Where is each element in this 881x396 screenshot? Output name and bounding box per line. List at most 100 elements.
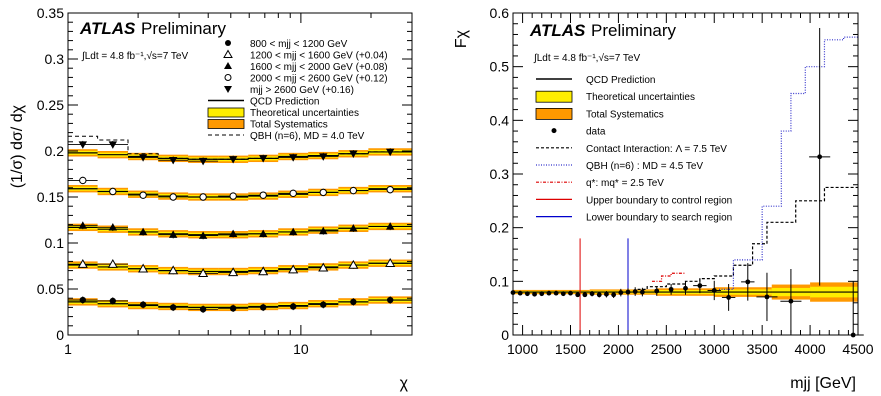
right-x-axis-title: mjj [GeV] bbox=[790, 375, 856, 392]
data-point bbox=[78, 141, 88, 149]
data-point bbox=[289, 303, 297, 310]
data-point bbox=[168, 157, 178, 165]
data-point bbox=[199, 193, 207, 201]
data-point bbox=[259, 191, 267, 199]
data-point bbox=[320, 301, 327, 308]
y-tick-label: 0.25 bbox=[37, 97, 64, 113]
data-point bbox=[108, 141, 118, 149]
x-tick-label: 4000 bbox=[795, 341, 826, 357]
data-point bbox=[546, 290, 552, 296]
data-point bbox=[582, 292, 588, 298]
x-tick-label: 2500 bbox=[651, 341, 682, 357]
x-tick-label: 2000 bbox=[603, 341, 634, 357]
data-point bbox=[319, 226, 328, 235]
data-point bbox=[168, 265, 179, 275]
y-tick-label: 0.3 bbox=[490, 166, 510, 182]
data-point bbox=[349, 150, 358, 158]
data-point bbox=[764, 294, 770, 300]
left-chart: 0 0.05 0.1 0.15 0.2 0.25 0.3 0.35 1 10 (1/σ) dσ/ … bbox=[9, 5, 413, 392]
data-point bbox=[288, 264, 299, 274]
qbh-line bbox=[719, 36, 858, 290]
left-qbh-line bbox=[68, 135, 412, 160]
data-point bbox=[654, 288, 660, 294]
left-preliminary-label: Preliminary bbox=[141, 19, 227, 38]
data-point bbox=[568, 290, 573, 296]
right-legend: QCD Prediction Theoretical uncertainties T… bbox=[535, 75, 732, 224]
left-data-points bbox=[68, 140, 412, 313]
data-point bbox=[632, 289, 638, 294]
data-point bbox=[168, 230, 178, 238]
x-tick-label: 10 bbox=[293, 341, 309, 357]
data-point bbox=[318, 262, 329, 272]
data-point bbox=[726, 295, 732, 300]
legend-label: data bbox=[586, 127, 606, 138]
y-tick-label: 0 bbox=[56, 327, 64, 343]
y-tick-label: 0.4 bbox=[490, 112, 510, 128]
data-point bbox=[169, 304, 177, 311]
data-point bbox=[109, 297, 117, 305]
data-point bbox=[625, 289, 631, 295]
legend-label: 1200 < mjj < 1600 GeV (+0.04) bbox=[250, 51, 388, 62]
legend-label: Upper boundary to control region bbox=[586, 195, 732, 206]
legend-label: Total Systematics bbox=[250, 120, 328, 131]
legend-label: Lower boundary to search region bbox=[586, 213, 732, 224]
data-point bbox=[611, 292, 617, 298]
data-point bbox=[817, 154, 823, 160]
legend-label: mjj > 2600 GeV (+0.16) bbox=[250, 85, 354, 96]
legend-swatch bbox=[223, 49, 233, 58]
left-lumi-text: ∫Ldt = 4.8 fb⁻¹,√s=7 TeV bbox=[81, 50, 188, 62]
legend-swatch bbox=[535, 90, 573, 103]
legend-label: 800 < mjj < 1200 GeV bbox=[250, 39, 348, 50]
data-point bbox=[288, 154, 298, 162]
data-point bbox=[288, 227, 298, 236]
right-preliminary-label: Preliminary bbox=[591, 21, 677, 40]
data-point bbox=[138, 154, 148, 162]
data-point bbox=[575, 292, 581, 298]
data-point bbox=[228, 156, 238, 164]
data-point bbox=[139, 191, 147, 199]
legend-swatch bbox=[225, 40, 231, 46]
data-point bbox=[258, 155, 268, 163]
y-tick-label: 0.1 bbox=[490, 273, 510, 289]
x-tick-label: 3500 bbox=[747, 341, 778, 357]
y-tick-label: 0.2 bbox=[45, 143, 65, 159]
data-point bbox=[198, 268, 209, 278]
legend-label: Theoretical uncertainties bbox=[250, 108, 359, 119]
data-point bbox=[553, 290, 559, 296]
y-tick-label: 0.1 bbox=[45, 235, 65, 251]
data-point bbox=[385, 258, 396, 267]
x-tick-label: 1500 bbox=[555, 341, 586, 357]
legend-label: Contact Interaction: Λ = 7.5 TeV bbox=[586, 144, 727, 155]
data-point bbox=[589, 291, 595, 297]
data-point bbox=[229, 305, 237, 312]
y-tick-label: 0.05 bbox=[37, 281, 64, 297]
legend-label: q*: mq* = 2.5 TeV bbox=[586, 178, 664, 189]
legend-label: Total Systematics bbox=[586, 109, 664, 120]
data-point bbox=[604, 291, 609, 297]
data-point bbox=[289, 189, 297, 198]
data-point bbox=[258, 266, 269, 276]
legend-label: QCD Prediction bbox=[250, 97, 319, 108]
y-tick-label: 0.2 bbox=[490, 220, 510, 236]
data-point bbox=[138, 263, 149, 273]
data-point bbox=[618, 290, 624, 296]
y-tick-label: 0.5 bbox=[490, 59, 510, 75]
y-tick-label: 0.3 bbox=[45, 51, 65, 67]
data-point bbox=[560, 291, 566, 297]
data-point bbox=[228, 267, 239, 277]
x-tick-label: 3000 bbox=[699, 341, 730, 357]
data-point bbox=[349, 224, 358, 232]
data-point bbox=[539, 291, 545, 297]
data-point bbox=[385, 222, 395, 230]
data-point bbox=[77, 258, 88, 268]
x-tick-label: 4500 bbox=[842, 341, 873, 357]
data-point bbox=[319, 188, 327, 197]
data-point bbox=[349, 186, 358, 195]
right-signal-lines bbox=[579, 36, 858, 335]
legend-swatch bbox=[551, 128, 557, 134]
data-point bbox=[198, 157, 208, 166]
data-point bbox=[138, 227, 148, 236]
legend-swatch bbox=[535, 108, 573, 120]
x-tick-label: 1000 bbox=[507, 341, 538, 357]
